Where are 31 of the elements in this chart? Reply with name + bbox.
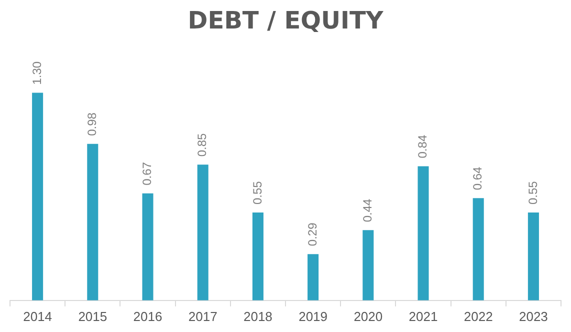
bar [308,254,319,300]
data-label: 0.98 [84,112,99,136]
x-tick-label: 2019 [298,308,328,324]
data-label: 0.55 [250,180,264,205]
x-tick-label: 2022 [464,308,493,324]
bar [362,230,374,300]
x-tick-label: 2018 [243,308,272,324]
bar [528,212,539,300]
data-label: 0.84 [416,134,430,158]
bar [252,212,264,300]
data-label: 0.55 [526,180,540,205]
x-tick-label: 2020 [354,308,383,324]
bar [472,198,484,300]
bar [197,164,208,300]
bar [87,144,98,300]
data-label: 0.67 [140,162,154,186]
x-tick-label: 2017 [188,308,218,324]
chart-title: DEBT / EQUITY [188,6,384,35]
x-tick-label: 2016 [133,308,162,324]
x-tick-label: 2014 [23,308,52,324]
data-label: 0.85 [195,132,210,157]
data-label: 0.64 [470,166,485,190]
bar [142,193,154,300]
data-label: 1.30 [30,61,44,85]
x-tick-label: 2015 [78,308,108,324]
data-label: 0.29 [305,222,320,246]
bar [418,166,429,300]
x-tick-label: 2023 [518,308,548,324]
data-label: 0.44 [360,198,374,222]
x-tick-label: 2021 [408,308,438,324]
bar [32,92,44,300]
